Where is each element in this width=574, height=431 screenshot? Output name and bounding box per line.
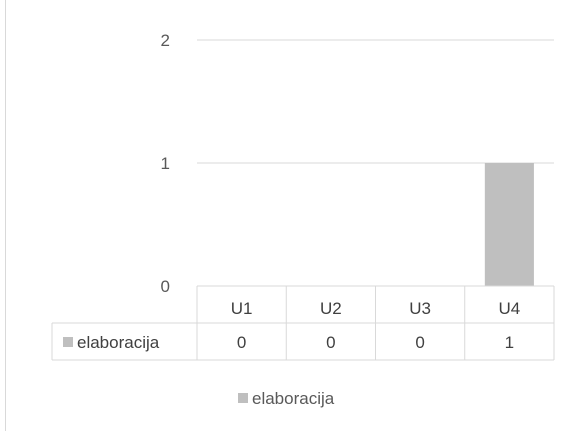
y-axis: 0 1 2: [161, 31, 170, 296]
y-tick-label: 1: [161, 154, 170, 173]
table-value-U3: 0: [415, 333, 424, 352]
bars: [484, 163, 534, 286]
series-label: elaboracija: [77, 333, 160, 352]
table-value-U2: 0: [326, 333, 335, 352]
y-tick-label: 2: [161, 31, 170, 50]
y-tick-label: 0: [161, 277, 170, 296]
data-table: U1 U2 U3 U4 elaboracija 0 0 0 1: [51, 285, 555, 361]
gridlines: [197, 39, 554, 164]
bar-U4: [484, 163, 534, 286]
table-value-U4: 1: [505, 333, 514, 352]
category-label-U4: U4: [499, 299, 521, 318]
category-label-U3: U3: [409, 299, 431, 318]
legend: elaboracija: [238, 389, 335, 408]
legend-label: elaboracija: [252, 389, 335, 408]
series-swatch: [63, 337, 73, 347]
table-value-U1: 0: [237, 333, 246, 352]
category-label-U1: U1: [231, 299, 253, 318]
category-label-U2: U2: [320, 299, 342, 318]
legend-swatch: [238, 393, 248, 403]
